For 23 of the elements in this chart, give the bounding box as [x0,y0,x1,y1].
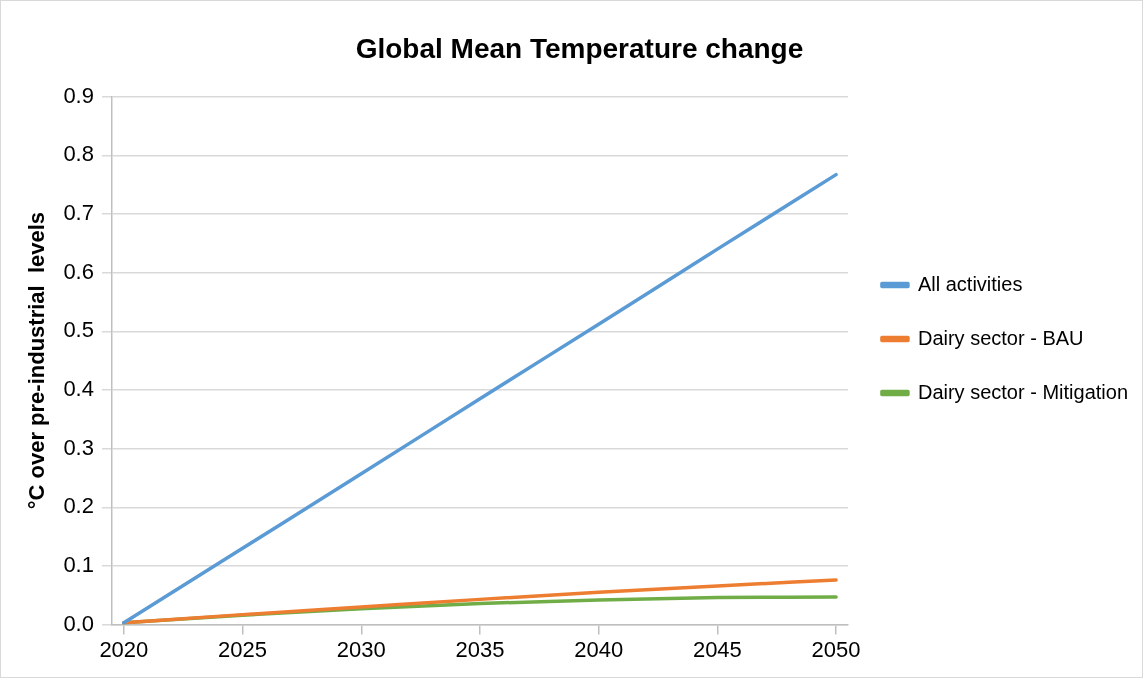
x-tick-label: 2040 [574,636,624,662]
y-tick-label: 0.2 [63,493,94,519]
y-axis-title: °C over pre-industrial levels [24,211,50,510]
x-tick-label: 2045 [692,636,742,662]
x-tick-label: 2030 [336,636,386,662]
x-tick-label: 2020 [99,636,149,662]
y-tick-label: 0.6 [63,258,94,284]
line-series [122,172,838,625]
y-tick-label: 0.8 [63,141,94,167]
legend-label: Dairy sector - Mitigation [917,380,1128,403]
y-tick-label: 0.0 [63,610,94,636]
x-tick-label: 2050 [811,636,861,662]
legend-label: All activities [917,272,1023,295]
x-tick-label: 2035 [455,636,505,662]
chart-title: Global Mean Temperature change [355,32,804,64]
y-tick-label: 0.4 [63,376,94,401]
y-tick-label: 0.7 [63,200,94,225]
legend-label: Dairy sector - BAU [917,326,1084,349]
y-tick-label: 0.9 [63,82,94,108]
y-tick-label: 0.1 [63,552,94,577]
x-tick-label: 2025 [218,636,268,662]
y-tick-label: 0.5 [63,317,94,343]
y-tick-label: 0.3 [63,434,94,460]
